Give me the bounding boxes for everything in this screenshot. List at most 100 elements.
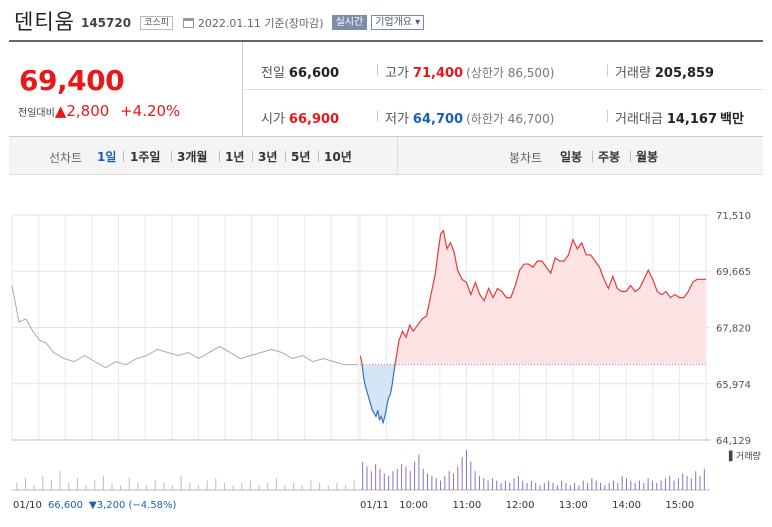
volume-bar [695, 471, 697, 490]
volume-bar [509, 482, 511, 490]
volume-bar [401, 464, 403, 490]
low-label: 저가 [385, 112, 409, 127]
volume-bar [418, 454, 420, 490]
volume-bar [574, 482, 576, 490]
volume-bar [600, 482, 602, 490]
y-tick-label: 64,129 [716, 436, 751, 447]
today-series-up [360, 229, 706, 365]
volume-bar [478, 475, 480, 490]
x-tick-label: 11:00 [452, 500, 481, 511]
volume-cell: 거래량 205,859 [615, 62, 714, 81]
volume-bar [630, 480, 632, 490]
volume-bar [500, 482, 502, 490]
prev-day-series [11, 285, 358, 369]
tab-3months[interactable]: 3개월 [177, 150, 208, 164]
volume-bar [128, 478, 130, 490]
tab-daily-candle[interactable]: 일봉 [560, 150, 583, 164]
volume-bar [94, 480, 96, 490]
volume-bar [422, 468, 424, 490]
volume-bar [474, 471, 476, 490]
volume-bar [569, 485, 571, 490]
x-tick-label: 15:00 [665, 500, 694, 511]
volume-bar [686, 475, 688, 490]
tab-1day[interactable]: 1일 [97, 150, 117, 164]
gain-area [360, 230, 706, 365]
volume-bar [517, 475, 519, 490]
separator [377, 64, 378, 76]
volume-bar [388, 475, 390, 490]
tab-1week[interactable]: 1주일 [130, 150, 161, 164]
stock-header: 덴티움 145720 코스피 2022.01.11 기준(장마감) 실시간 기업… [14, 8, 425, 34]
footer-price: 66,600 [48, 500, 83, 511]
volume-bar [293, 482, 295, 490]
tab-10years[interactable]: 10년 [324, 150, 352, 164]
volume-bar [180, 475, 182, 490]
separator [630, 151, 631, 162]
realtime-button[interactable]: 실시간 [331, 15, 368, 30]
prev-close-cell: 전일 66,600 [261, 62, 339, 81]
volume-bar [50, 480, 52, 490]
trade-value-cell: 거래대금 14,167 백만 [615, 108, 744, 127]
volume-bar [310, 480, 312, 490]
y-tick-label: 67,820 [716, 323, 751, 334]
volume-bar [362, 461, 364, 490]
change-line: 전일대비▲2,800 +4.20% [18, 102, 180, 120]
volume-bar [461, 457, 463, 490]
tab-5years[interactable]: 5년 [291, 150, 311, 164]
volume-bar [496, 480, 498, 490]
footer-change: ▼3,200 (−4.58%) [89, 500, 177, 511]
tab-1year[interactable]: 1년 [225, 150, 245, 164]
volume-bar [172, 485, 174, 490]
volume-bar [146, 485, 148, 490]
volume-bar [656, 482, 658, 490]
volume-bar [487, 480, 489, 490]
volume-bar [530, 480, 532, 490]
volume-bar [319, 482, 321, 490]
separator [318, 151, 319, 162]
date-text: 2022.01.11 기준(장마감) [197, 17, 324, 30]
tab-weekly-candle[interactable]: 주봉 [598, 150, 621, 164]
x-tick-label: 12:00 [506, 500, 535, 511]
volume-bar [241, 482, 243, 490]
volume-bar [232, 485, 234, 490]
lower-limit: (하한가 46,700) [466, 112, 555, 126]
candle-chart-label: 봉차트 [509, 151, 543, 165]
volume-bar [327, 485, 329, 490]
volume-bar [682, 473, 684, 490]
volume-bar [465, 450, 467, 490]
volume-bar [59, 471, 61, 490]
x-tick-label: 14:00 [612, 500, 641, 511]
open-value: 66,900 [288, 112, 340, 127]
volume-bar [345, 485, 347, 490]
chart-period-tabs: 선차트 1일 1주일 3개월 1년 3년 5년 10년 봉차트 일봉 주봉 월봉 [9, 137, 763, 175]
separator [607, 110, 608, 122]
volume-bar [595, 480, 597, 490]
tab-monthly-candle[interactable]: 월봉 [636, 150, 659, 164]
volume-bar [370, 471, 372, 490]
separator [285, 151, 286, 162]
company-overview-button[interactable]: 기업개요 ▾ [371, 15, 425, 30]
y-tick-label: 71,510 [716, 211, 751, 222]
row-divider [244, 89, 763, 90]
volume-bar [163, 482, 165, 490]
footer-date: 01/10 [13, 500, 42, 511]
volume-bar [154, 480, 156, 490]
volume-bar [591, 478, 593, 490]
y-tick-label: 69,665 [716, 267, 751, 278]
volume-bar [448, 471, 450, 490]
separator [219, 151, 220, 162]
high-cell: 고가 71,400 (상한가 86,500) [385, 62, 554, 81]
volume-bar [561, 480, 563, 490]
volume-bar [275, 478, 277, 490]
volume-bar [565, 482, 567, 490]
volume-bar [526, 482, 528, 490]
volume-bar [634, 482, 636, 490]
volume-bar [457, 466, 459, 490]
volume-bar [33, 485, 35, 490]
separator [123, 151, 124, 162]
stock-name: 덴티움 [14, 10, 75, 34]
volume-bar [621, 475, 623, 490]
tab-3years[interactable]: 3년 [258, 150, 278, 164]
volume-bar [267, 482, 269, 490]
prev-close-label: 전일 [261, 66, 285, 81]
